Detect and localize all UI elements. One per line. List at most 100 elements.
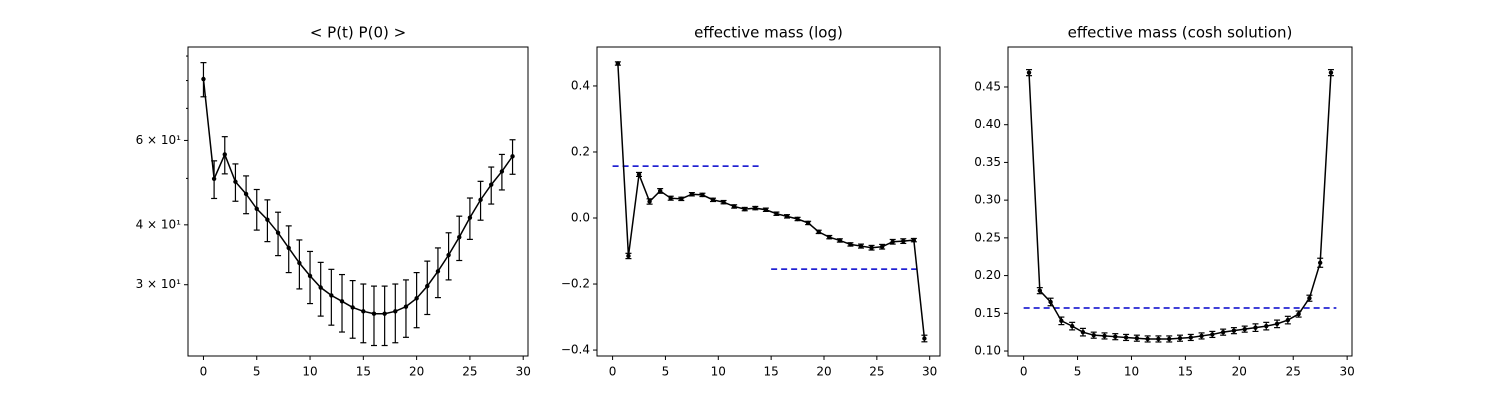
- data-point: [510, 154, 515, 159]
- data-point: [636, 172, 642, 177]
- data-point: [1177, 335, 1183, 341]
- data-point: [615, 61, 621, 66]
- data-point: [201, 76, 206, 82]
- y-tick-label: 0.15: [974, 306, 1001, 320]
- data-point: [297, 260, 302, 266]
- y-tick-label: −0.4: [561, 343, 590, 357]
- x-tick-label: 10: [302, 365, 317, 379]
- data-point: [1328, 70, 1334, 75]
- data-point: [243, 191, 249, 197]
- data-point: [211, 176, 217, 182]
- data-point: [499, 169, 505, 174]
- data-point: [1113, 334, 1118, 339]
- x-tick-label: 0: [1020, 365, 1028, 379]
- data-point: [1296, 311, 1301, 317]
- data-point: [350, 305, 355, 310]
- data-point: [275, 230, 281, 235]
- data-point: [784, 214, 790, 219]
- data-point: [679, 196, 684, 202]
- series-line: [202, 78, 514, 315]
- x-tick-label: 30: [516, 365, 531, 379]
- data-point: [233, 179, 238, 184]
- data-point: [827, 234, 832, 240]
- data-point: [626, 253, 631, 259]
- data-point: [1080, 329, 1086, 335]
- data-point: [837, 238, 843, 243]
- y-tick-label: −0.2: [561, 277, 590, 291]
- data-point: [816, 229, 821, 235]
- y-tick-label: 0.45: [974, 79, 1001, 93]
- x-tick-label: 15: [764, 365, 779, 379]
- data-point: [467, 215, 473, 220]
- data-point: [1242, 326, 1247, 332]
- data-point: [1231, 328, 1237, 333]
- data-point: [1253, 325, 1258, 330]
- data-point: [763, 207, 769, 212]
- data-point: [879, 244, 885, 249]
- data-point: [805, 220, 811, 226]
- data-point: [1274, 321, 1280, 327]
- data-point: [710, 197, 716, 203]
- data-point: [414, 296, 419, 301]
- data-point: [1026, 70, 1032, 75]
- data-point: [254, 206, 259, 212]
- x-tick-label: 5: [662, 365, 670, 379]
- data-point: [435, 269, 441, 274]
- data-point: [339, 299, 345, 304]
- y-tick-label: 0.10: [974, 344, 1001, 358]
- data-point: [393, 309, 398, 314]
- data-point: [1123, 335, 1129, 340]
- data-point: [700, 192, 705, 198]
- data-point: [361, 309, 366, 314]
- data-point: [403, 304, 409, 309]
- chart-title: effective mass (log): [694, 24, 843, 42]
- data-point: [1102, 333, 1107, 339]
- y-tick-label: 3 × 10¹: [136, 277, 182, 291]
- y-tick-label: 0.2: [571, 144, 590, 158]
- x-tick-label: 25: [1286, 365, 1301, 379]
- y-tick-label: 0.40: [974, 117, 1001, 131]
- data-point: [742, 206, 747, 212]
- x-tick-label: 25: [462, 365, 477, 379]
- data-point: [1317, 260, 1323, 265]
- x-tick-label: 10: [1124, 365, 1139, 379]
- data-point: [647, 199, 652, 204]
- x-tick-label: 25: [869, 365, 884, 379]
- y-tick-label: 0.20: [974, 268, 1001, 282]
- data-point: [753, 205, 758, 211]
- data-point: [446, 252, 451, 258]
- data-point: [890, 239, 895, 244]
- x-tick-label: 5: [1074, 365, 1082, 379]
- data-point: [721, 199, 726, 205]
- y-tick-label: 0.0: [571, 211, 590, 225]
- axes-frame: [596, 46, 941, 357]
- x-tick-label: 30: [1340, 365, 1355, 379]
- data-point: [795, 216, 800, 222]
- chart-title: effective mass (cosh solution): [1068, 24, 1293, 42]
- data-point: [307, 273, 313, 279]
- data-point: [1145, 336, 1150, 342]
- data-point: [689, 192, 695, 197]
- x-tick-label: 10: [711, 365, 726, 379]
- data-point: [222, 152, 227, 157]
- data-point: [382, 311, 387, 316]
- chart-title: < P(t) P(0) >: [310, 24, 406, 42]
- x-tick-label: 0: [609, 365, 617, 379]
- data-point: [1048, 299, 1053, 305]
- data-point: [1059, 318, 1064, 324]
- data-point: [1285, 317, 1291, 323]
- data-point: [869, 245, 874, 250]
- data-point: [657, 188, 663, 194]
- y-tick-label: 0.35: [974, 155, 1001, 169]
- data-point: [1264, 323, 1269, 329]
- data-point: [1210, 332, 1215, 337]
- data-point: [901, 238, 906, 244]
- data-point: [1307, 296, 1312, 301]
- data-point: [457, 234, 462, 240]
- y-tick-label: 0.4: [571, 78, 590, 92]
- data-point: [329, 293, 334, 298]
- data-point: [318, 285, 323, 290]
- data-point: [1167, 336, 1172, 342]
